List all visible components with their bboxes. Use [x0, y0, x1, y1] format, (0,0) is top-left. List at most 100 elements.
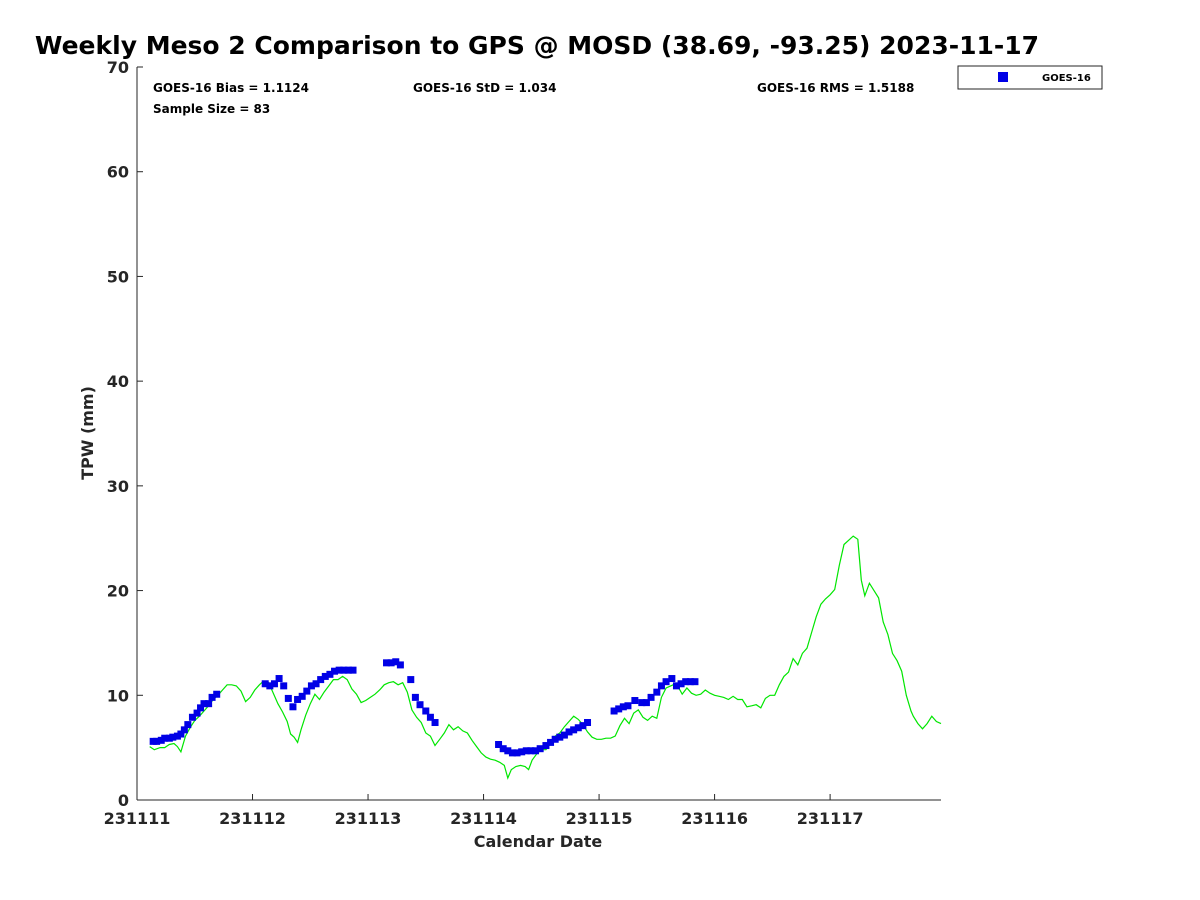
goes-16-point: [653, 688, 661, 696]
goes-16-point: [615, 705, 623, 713]
goes-16-point: [411, 693, 419, 701]
goes-16-point: [584, 719, 592, 727]
goes-16-point: [303, 687, 311, 695]
goes-16-point: [579, 722, 587, 730]
goes-16-point: [624, 702, 632, 710]
std-stat: GOES-16 StD = 1.034: [413, 81, 556, 95]
y-tick-label: 10: [107, 686, 129, 705]
goes-16-point: [213, 690, 221, 698]
goes-16-point: [205, 700, 213, 708]
rms-stat: GOES-16 RMS = 1.5188: [757, 81, 914, 95]
goes-16-point: [326, 670, 334, 678]
goes-16-point: [153, 737, 161, 745]
legend-marker-goes-16: [998, 72, 1008, 82]
goes-16-point: [307, 682, 315, 690]
goes-16-point: [686, 678, 694, 686]
goes-16-point: [284, 694, 292, 702]
goes-16-point: [383, 659, 391, 667]
gps-series: [149, 535, 942, 780]
goes-16-point: [536, 745, 544, 753]
goes-16-point: [289, 703, 297, 711]
y-ticks: 0 10 20 30 40 50 60 70: [107, 58, 143, 810]
goes-16-point: [570, 726, 578, 734]
y-tick-label: 70: [107, 58, 129, 77]
x-ticks: 231111 231112 231113 231114 231115 231116 2311…: [104, 794, 864, 828]
goes-16-point: [349, 666, 357, 674]
goes-16-point: [518, 748, 526, 756]
y-axis-label: TPW (mm): [78, 386, 97, 480]
goes-16-point: [331, 667, 339, 675]
goes-16-point: [261, 680, 269, 688]
goes-16-point: [275, 675, 283, 683]
goes-16-point: [197, 704, 205, 712]
y-tick-label: 20: [107, 582, 129, 601]
x-tick-label: 231111: [104, 809, 171, 828]
legend: GOES-16: [957, 65, 1103, 90]
goes-16-point: [294, 695, 302, 703]
goes-16-point: [298, 692, 306, 700]
x-tick-label: 231113: [335, 809, 402, 828]
goes-16-point: [642, 699, 650, 707]
goes-16-point: [180, 726, 188, 734]
goes-16-point: [499, 745, 507, 753]
goes-16-series: [149, 658, 699, 757]
x-tick-label: 231112: [219, 809, 286, 828]
goes-16-point: [321, 672, 329, 680]
goes-16-point: [193, 709, 201, 717]
goes-16-point: [631, 697, 639, 705]
goes-16-point: [280, 682, 288, 690]
goes-16-point: [551, 735, 559, 743]
y-tick-label: 60: [107, 163, 129, 182]
goes-16-point: [556, 733, 564, 741]
gps-line: [149, 535, 942, 780]
goes-16-point: [431, 719, 439, 727]
legend-label-goes-16: GOES-16: [1042, 73, 1091, 84]
goes-16-point: [208, 693, 216, 701]
goes-16-point: [691, 678, 699, 686]
goes-16-point: [335, 666, 343, 674]
goes-16-point: [677, 680, 685, 688]
chart-title: Weekly Meso 2 Comparison to GPS @ MOSD (…: [35, 31, 1039, 60]
goes-16-point: [682, 678, 690, 686]
goes-16-point: [177, 730, 185, 738]
goes-16-point: [312, 680, 320, 688]
goes-16-point: [169, 733, 177, 741]
x-tick-label: 231116: [681, 809, 748, 828]
y-tick-label: 30: [107, 477, 129, 496]
goes-16-point: [387, 659, 395, 667]
goes-16-point: [527, 747, 535, 755]
goes-16-point: [396, 661, 404, 669]
goes-16-point: [200, 700, 208, 708]
goes-16-point: [495, 741, 503, 749]
x-axis-label: Calendar Date: [474, 832, 603, 851]
goes-16-point: [560, 731, 568, 739]
goes-16-point: [504, 747, 512, 755]
goes-16-point: [565, 728, 573, 736]
goes-16-point: [344, 666, 352, 674]
goes-16-point: [672, 682, 680, 690]
goes-16-point: [161, 734, 169, 742]
goes-16-point: [610, 707, 618, 715]
goes-16-point: [662, 678, 670, 686]
goes-16-point: [508, 749, 516, 757]
goes-16-point: [513, 749, 521, 757]
goes-16-point: [657, 682, 665, 690]
x-tick-label: 231117: [797, 809, 864, 828]
goes-16-point: [317, 676, 325, 684]
x-tick-label: 231114: [450, 809, 517, 828]
goes-16-point: [188, 713, 196, 721]
goes-16-point: [522, 747, 530, 755]
y-tick-label: 0: [118, 791, 129, 810]
goes-16-point: [547, 738, 555, 746]
goes-16-point: [340, 666, 348, 674]
sample-size-stat: Sample Size = 83: [153, 102, 270, 116]
y-tick-label: 40: [107, 372, 129, 391]
plot-area: [136, 67, 941, 801]
bias-stat: GOES-16 Bias = 1.1124: [153, 81, 309, 95]
goes-16-point: [638, 699, 646, 707]
goes-16-point: [407, 676, 415, 684]
y-tick-label: 50: [107, 267, 129, 286]
goes-16-point: [574, 724, 582, 732]
goes-16-point: [532, 747, 540, 755]
goes-16-point: [619, 703, 627, 711]
